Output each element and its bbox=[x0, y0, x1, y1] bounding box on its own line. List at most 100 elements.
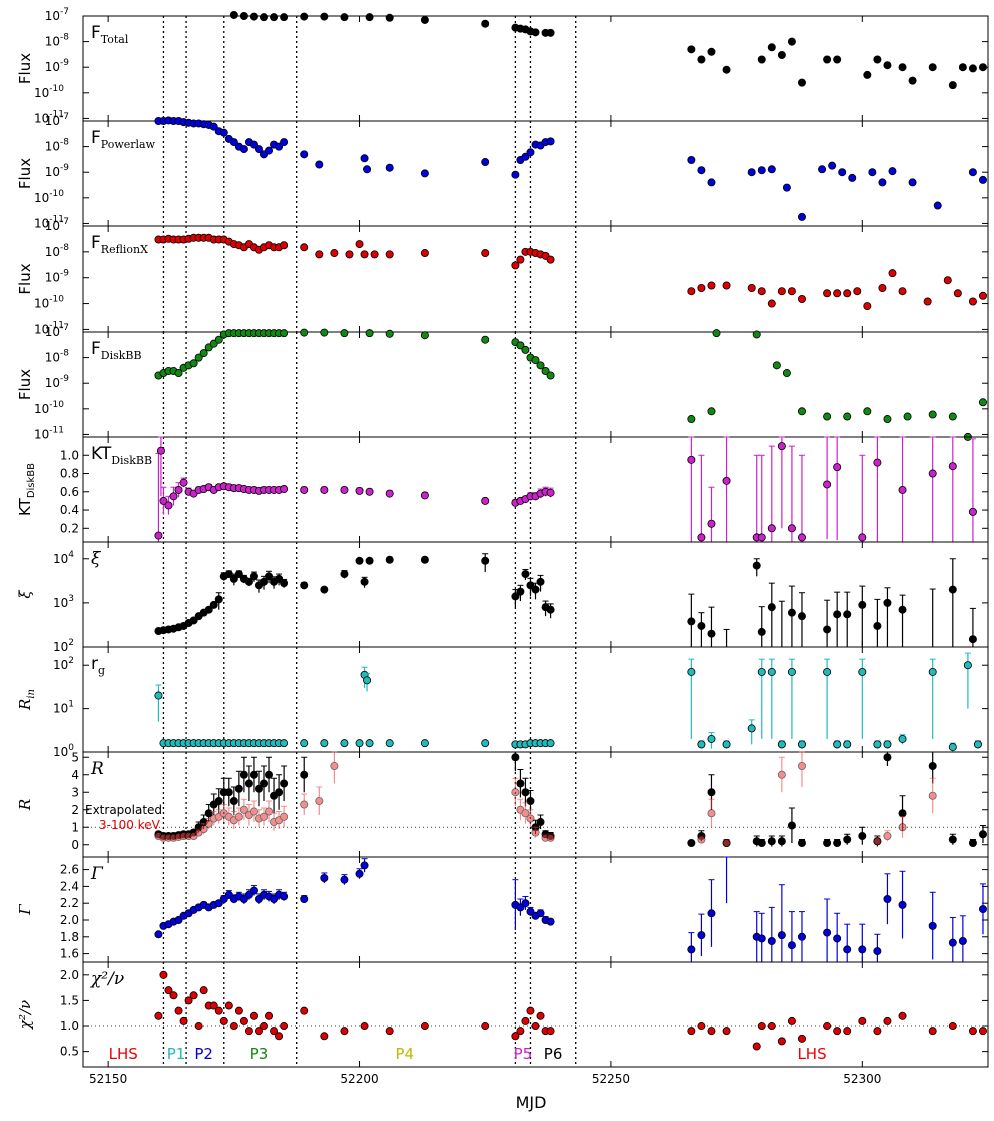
data-point bbox=[315, 160, 324, 169]
data-point bbox=[531, 1022, 540, 1031]
data-point bbox=[797, 212, 806, 221]
data-point bbox=[928, 791, 937, 800]
data-point bbox=[908, 178, 917, 187]
data-point bbox=[420, 331, 429, 340]
data-point bbox=[843, 1027, 852, 1036]
data-point bbox=[546, 137, 555, 146]
panel-frame bbox=[82, 331, 989, 438]
data-point bbox=[244, 890, 253, 899]
data-point bbox=[863, 302, 872, 311]
data-point bbox=[777, 287, 786, 296]
data-point bbox=[722, 476, 731, 485]
data-point bbox=[360, 577, 369, 586]
panel-label: Γ bbox=[90, 864, 104, 884]
data-point bbox=[757, 667, 766, 676]
phase-label: P4 bbox=[395, 1045, 414, 1063]
data-point bbox=[546, 917, 555, 926]
y-tick-label: 10-11 bbox=[34, 425, 64, 441]
y-tick-label: 3 bbox=[71, 785, 79, 799]
y-axis-label: χ²/ν bbox=[16, 1000, 34, 1030]
data-point bbox=[315, 797, 324, 806]
data-point bbox=[978, 398, 987, 407]
data-point bbox=[958, 937, 967, 946]
data-point bbox=[757, 55, 766, 64]
data-point bbox=[159, 970, 168, 979]
data-point bbox=[883, 832, 892, 841]
data-point bbox=[898, 809, 907, 818]
y-tick-label: 10-7 bbox=[45, 112, 69, 128]
data-point bbox=[833, 55, 842, 64]
phase-label: P6 bbox=[544, 1045, 563, 1063]
data-point bbox=[883, 415, 892, 424]
data-point bbox=[214, 899, 223, 908]
data-point bbox=[536, 361, 545, 370]
data-point bbox=[174, 916, 183, 925]
panel-frame bbox=[82, 856, 989, 963]
data-point bbox=[249, 572, 258, 581]
data-point bbox=[928, 667, 937, 676]
data-point bbox=[526, 148, 535, 157]
x-axis-label: MJD bbox=[516, 1093, 547, 1112]
data-point bbox=[320, 874, 329, 883]
y-tick-label: 0.2 bbox=[60, 521, 79, 535]
data-point bbox=[280, 1022, 289, 1031]
data-point bbox=[265, 770, 274, 779]
data-point bbox=[275, 142, 284, 151]
data-point bbox=[204, 819, 213, 828]
data-point bbox=[214, 595, 223, 604]
data-point bbox=[249, 807, 258, 816]
data-point bbox=[752, 1042, 761, 1051]
data-point bbox=[797, 407, 806, 416]
data-point bbox=[385, 250, 394, 259]
data-point bbox=[229, 138, 238, 147]
data-point bbox=[184, 996, 193, 1005]
data-point bbox=[179, 478, 188, 487]
data-point bbox=[330, 249, 339, 258]
data-point bbox=[154, 531, 163, 540]
data-point bbox=[883, 895, 892, 904]
x-tick-label: 52200 bbox=[340, 1072, 378, 1086]
panel-label: FTotal bbox=[91, 23, 129, 46]
data-point bbox=[968, 635, 977, 644]
data-point bbox=[546, 739, 555, 748]
data-point bbox=[843, 412, 852, 421]
data-point bbox=[169, 991, 178, 1000]
data-point bbox=[194, 1022, 203, 1031]
data-point bbox=[229, 797, 238, 806]
y-tick-label: 102 bbox=[53, 656, 74, 672]
data-point bbox=[747, 283, 756, 292]
data-point bbox=[777, 770, 786, 779]
data-point bbox=[863, 407, 872, 416]
data-point bbox=[199, 986, 208, 995]
data-point bbox=[687, 455, 696, 464]
data-point bbox=[722, 281, 731, 290]
data-point bbox=[420, 15, 429, 24]
data-point bbox=[481, 556, 490, 565]
data-point bbox=[828, 161, 837, 170]
data-point bbox=[385, 329, 394, 338]
data-point bbox=[355, 486, 364, 495]
data-point bbox=[420, 169, 429, 178]
data-point bbox=[923, 297, 932, 306]
data-point bbox=[787, 287, 796, 296]
data-point bbox=[340, 329, 349, 338]
data-point bbox=[546, 1027, 555, 1036]
data-point bbox=[833, 463, 842, 472]
data-point bbox=[385, 489, 394, 498]
phase-label: LHS bbox=[797, 1045, 826, 1063]
data-point bbox=[833, 934, 842, 943]
data-point bbox=[687, 415, 696, 424]
data-point bbox=[320, 739, 329, 748]
data-point bbox=[280, 579, 289, 588]
data-point bbox=[878, 178, 887, 187]
data-point bbox=[280, 812, 289, 821]
data-point bbox=[797, 295, 806, 304]
data-point bbox=[531, 585, 540, 594]
data-point bbox=[777, 740, 786, 749]
data-point bbox=[958, 63, 967, 72]
panel-label: R bbox=[90, 759, 104, 779]
data-point bbox=[280, 739, 289, 748]
